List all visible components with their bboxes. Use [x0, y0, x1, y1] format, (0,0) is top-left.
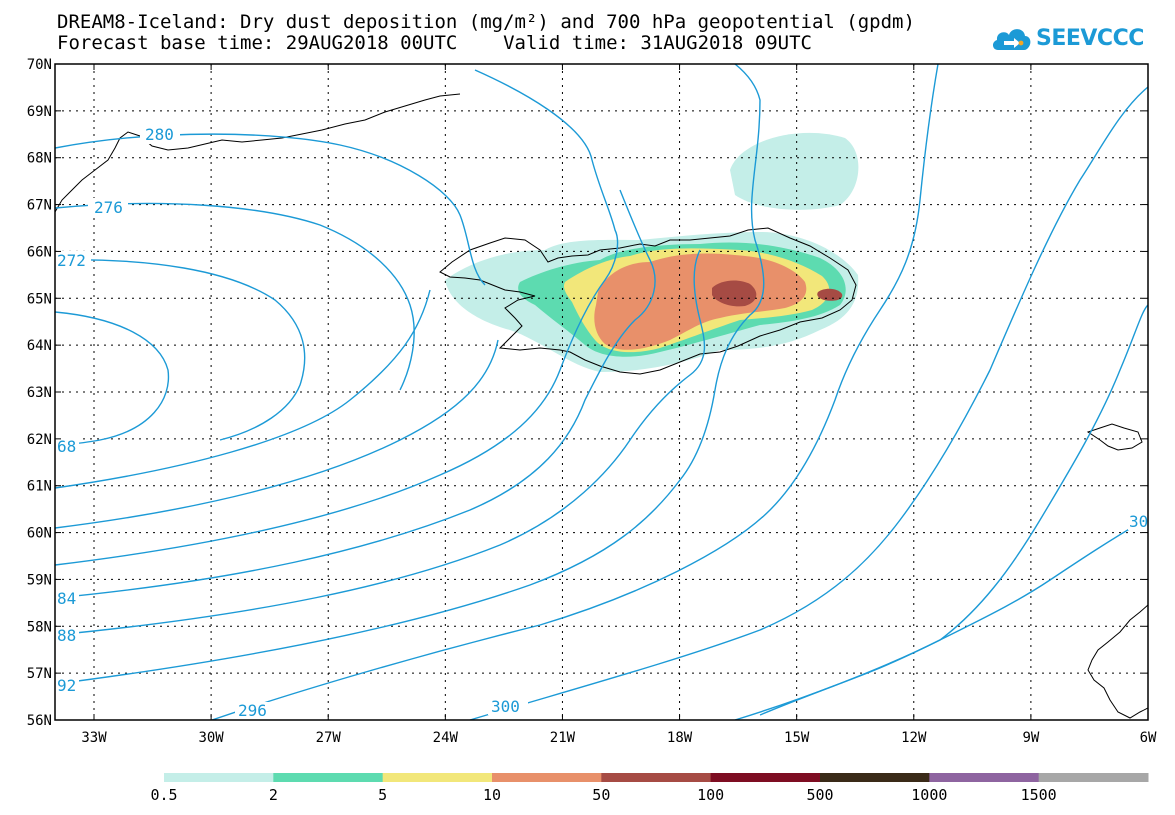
lon-label: 15W — [784, 730, 810, 746]
contour-line — [55, 259, 306, 441]
contour-line — [469, 86, 1148, 720]
legend-label: 50 — [592, 786, 610, 804]
contour-line — [55, 339, 499, 529]
legend-label: 2 — [269, 786, 278, 804]
lat-label: 64N — [27, 338, 52, 354]
contour-line — [55, 249, 706, 636]
contour-label: 92 — [57, 676, 76, 695]
contour-line — [55, 69, 619, 566]
seevccc-logo: SEEVCCC — [990, 20, 1144, 56]
longitude-labels: 33W 30W 27W 24W 21W 18W 15W 12W 9W 6W — [81, 730, 1157, 746]
contour-label: 68 — [57, 437, 76, 456]
contour-line — [55, 311, 170, 447]
contour-line — [55, 202, 415, 391]
lat-label: 60N — [27, 526, 52, 542]
lon-label: 30W — [198, 730, 224, 746]
dust-area-50 — [817, 288, 843, 301]
contour-label: 276 — [94, 198, 123, 217]
contour-label: 280 — [145, 125, 174, 144]
legend-label: 5 — [378, 786, 387, 804]
legend-swatch — [273, 773, 384, 782]
coastlines — [55, 93, 1148, 719]
lat-label: 58N — [27, 619, 52, 635]
graticule — [55, 64, 1148, 720]
faroe-coastline — [1086, 423, 1143, 451]
geopotential-contours — [55, 64, 1148, 720]
lat-label: 63N — [27, 385, 52, 401]
legend-swatch — [929, 773, 1040, 782]
contour-line — [759, 517, 1148, 716]
legend-label: 0.5 — [150, 786, 177, 804]
contour-label: 272 — [57, 251, 86, 270]
legend-label: 10 — [483, 786, 501, 804]
lat-label: 61N — [27, 479, 52, 495]
lon-label: 9W — [1022, 730, 1039, 746]
lon-label: 27W — [316, 730, 342, 746]
dust-area-0-5 — [730, 132, 859, 210]
legend-swatch — [382, 773, 493, 782]
contour-label: 296 — [238, 701, 267, 720]
lat-label: 68N — [27, 151, 52, 167]
lat-label: 65N — [27, 291, 52, 307]
lon-label: 33W — [81, 730, 107, 746]
contour-label: 88 — [57, 626, 76, 645]
greenland-coastline — [55, 93, 461, 213]
lon-label: 6W — [1140, 730, 1157, 746]
lat-label: 69N — [27, 104, 52, 120]
dust-area-10 — [594, 253, 807, 350]
contour-line — [55, 189, 656, 599]
lat-label: 59N — [27, 572, 52, 588]
legend-swatch — [492, 773, 602, 782]
latitude-labels: 70N 69N 68N 67N 66N 65N 64N 63N 62N 61N 60N 59N 58N 5… — [27, 57, 52, 729]
iceland-coastline — [439, 227, 857, 375]
legend-swatch — [820, 773, 930, 782]
legend-swatch — [164, 773, 274, 782]
contour-line — [55, 289, 431, 489]
dust-deposition-field — [445, 132, 859, 372]
cloud-icon — [992, 29, 1031, 50]
lon-label: 12W — [901, 730, 927, 746]
legend-label: 100 — [697, 786, 724, 804]
contour-line — [55, 64, 765, 685]
lat-label: 67N — [27, 198, 52, 214]
axis-ticks — [55, 63, 1149, 721]
legend-swatch — [601, 773, 712, 782]
legend-label: 1500 — [1021, 786, 1057, 804]
legend-label: 1000 — [911, 786, 947, 804]
contour-label: 84 — [57, 589, 76, 608]
lat-label: 66N — [27, 244, 52, 260]
legend-swatch — [1038, 773, 1149, 782]
contour-labels: 280 276 272 68 84 88 92 296 300 30 — [55, 125, 1148, 720]
contour-line — [211, 64, 939, 720]
map-title: DREAM8-Iceland: Dry dust deposition (mg/… — [57, 11, 915, 33]
lat-label: 70N — [27, 57, 52, 73]
map-subtitle: Forecast base time: 29AUG2018 00UTC Vali… — [57, 32, 812, 54]
logo-text: SEEVCCC — [1036, 25, 1144, 51]
contour-label: 300 — [491, 697, 520, 716]
legend-colorbar: 0.5 2 5 10 50 100 500 1000 1500 — [150, 773, 1149, 804]
lon-label: 24W — [433, 730, 459, 746]
dust-area-50 — [712, 280, 757, 307]
lat-label: 57N — [27, 666, 52, 682]
scotland-coastline — [1087, 604, 1148, 719]
lat-label: 62N — [27, 432, 52, 448]
lat-label: 56N — [27, 713, 52, 729]
legend-label: 500 — [806, 786, 833, 804]
legend-swatch — [710, 773, 821, 782]
contour-label: 30 — [1129, 512, 1148, 531]
lon-label: 21W — [550, 730, 576, 746]
lon-label: 18W — [667, 730, 693, 746]
